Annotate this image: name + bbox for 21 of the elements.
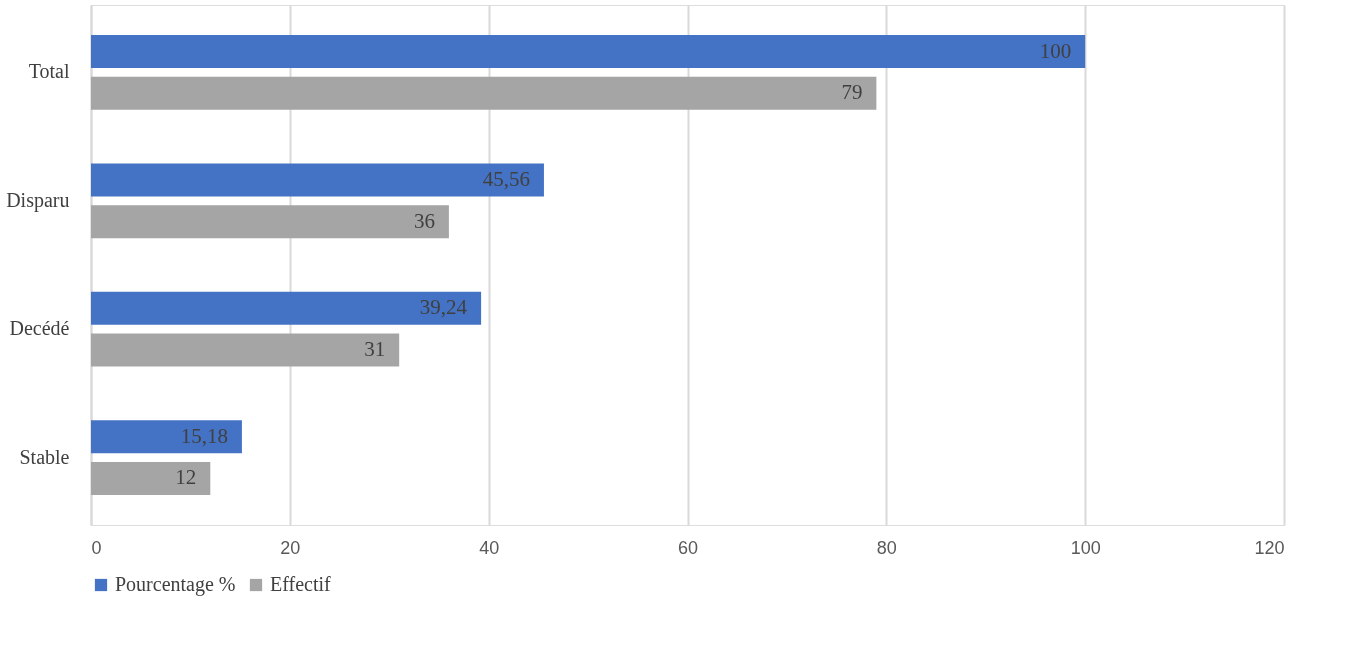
data-label: 45,56 [482, 166, 530, 191]
x-tick-label: 20 [280, 537, 301, 558]
y-tick-label: Total [28, 60, 70, 83]
data-label: 31 [364, 337, 386, 362]
data-label: 12 [175, 465, 197, 490]
x-tick-label: 0 [91, 537, 102, 558]
x-tick-label: 80 [876, 537, 897, 558]
data-label: 39,24 [419, 295, 468, 320]
y-tick-label: Disparu [6, 188, 70, 212]
data-label: 100 [1039, 38, 1072, 63]
legend-label: Pourcentage % [115, 573, 236, 596]
data-label: 15,18 [180, 423, 228, 448]
x-tick-label: 60 [677, 537, 699, 558]
y-tick-label: Stable [19, 445, 70, 468]
legend-label: Effectif [270, 573, 332, 595]
x-tick-label: 40 [479, 537, 500, 558]
y-tick-label: Decédé [9, 317, 70, 340]
data-label: 79 [841, 80, 863, 105]
x-tick-label: 120 [1254, 537, 1285, 558]
data-label: 36 [413, 208, 435, 233]
x-tick-label: 100 [1070, 537, 1101, 558]
